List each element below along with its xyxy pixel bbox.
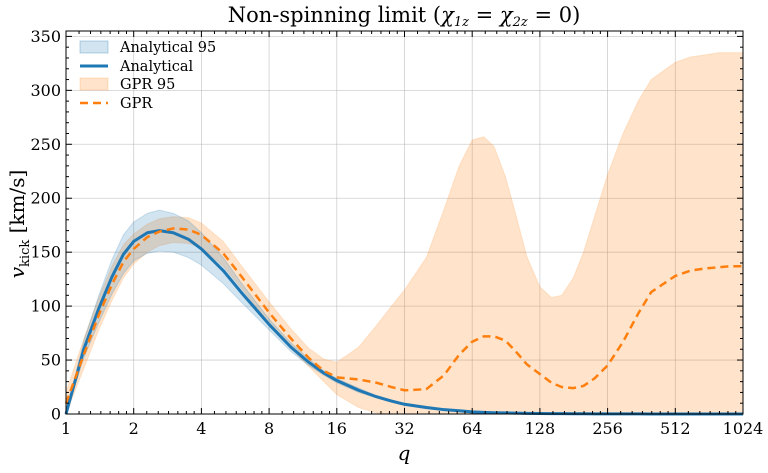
y-axis-label-sub: kick <box>18 240 33 267</box>
x-tick-label: 64 <box>462 419 482 438</box>
legend-label-gpr: GPR <box>120 96 153 112</box>
legend-swatch-analytical-95 <box>79 40 109 54</box>
x-axis-label: q <box>398 441 411 465</box>
chart-title-main: Non-spinning limit ( <box>228 3 441 27</box>
y-tick-label: 300 <box>30 81 61 100</box>
y-axis-label: vkick [km/s] <box>5 170 33 279</box>
x-tick-label: 2 <box>129 419 139 438</box>
grid-layer <box>66 31 743 414</box>
x-tick-label: 8 <box>264 419 274 438</box>
x-tick-label: 16 <box>327 419 347 438</box>
x-tick-label: 128 <box>525 419 556 438</box>
chart-title-sub1: 1z <box>454 15 469 30</box>
y-tick-label: 250 <box>30 135 61 154</box>
y-axis-label-unit: [km/s] <box>5 170 29 240</box>
chart-title-chi2: χ <box>498 3 514 27</box>
chart-title-eq2: = 0) <box>528 3 581 27</box>
x-tick-label: 1 <box>61 419 71 438</box>
chart-title-chi1: χ <box>439 3 455 27</box>
y-tick-label: 0 <box>51 405 61 424</box>
x-tick-label: 256 <box>592 419 623 438</box>
y-tick-labels: 0 50 100 150 200 250 300 350 <box>30 27 61 424</box>
chart-title-eq1: = <box>469 3 500 27</box>
y-tick-label: 200 <box>30 189 61 208</box>
x-tick-label: 32 <box>394 419 414 438</box>
y-tick-label: 100 <box>30 297 61 316</box>
y-tick-label: 350 <box>30 27 61 46</box>
x-tick-label: 1024 <box>723 419 764 438</box>
legend-label-analytical-95: Analytical 95 <box>119 40 216 56</box>
legend-label-analytical: Analytical <box>119 59 194 75</box>
y-axis-label-main: v <box>5 266 29 278</box>
legend-label-gpr-95: GPR 95 <box>120 77 175 93</box>
x-tick-labels: 1 2 4 8 16 32 64 128 256 512 1024 <box>61 419 763 438</box>
legend-swatch-gpr-95 <box>79 77 109 91</box>
series-band-analytical-95 <box>65 209 743 415</box>
y-tick-label: 150 <box>30 243 61 262</box>
chart-title-sub2: 2z <box>512 15 528 30</box>
y-tick-label: 50 <box>41 351 61 370</box>
legend: Analytical 95 Analytical GPR 95 GPR <box>79 40 216 112</box>
chart-title: Non-spinning limit (χ1z = χ2z = 0) <box>228 3 581 30</box>
x-tick-label: 512 <box>660 419 691 438</box>
x-tick-label: 4 <box>196 419 206 438</box>
axes-layer <box>65 30 744 415</box>
series-line-gpr <box>64 227 743 404</box>
